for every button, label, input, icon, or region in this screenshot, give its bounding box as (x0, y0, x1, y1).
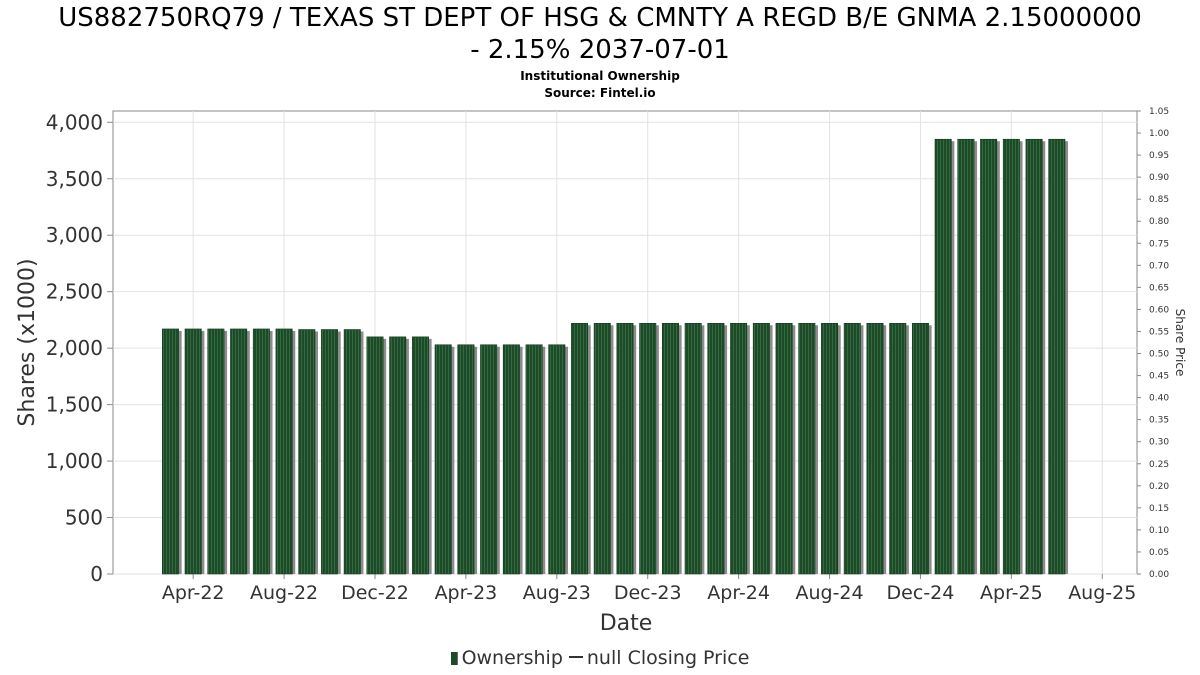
ownership-bar (434, 344, 452, 575)
ownership-bar (275, 328, 293, 575)
ownership-bar (571, 323, 589, 575)
ownership-bar (207, 328, 225, 575)
ownership-bar (843, 323, 861, 575)
y2-tick-label: 1.00 (1149, 129, 1169, 139)
y2-tick-label: 0.50 (1149, 350, 1169, 360)
y2-tick-label: 0.15 (1149, 504, 1169, 514)
y2-tick-label: 1.05 (1149, 107, 1169, 117)
y2-axis-label: Share Price (1173, 309, 1187, 377)
y2-tick-label: 0.00 (1149, 570, 1169, 580)
ownership-bar (343, 329, 361, 575)
ownership-bar (411, 336, 429, 575)
ownership-bar (525, 344, 543, 575)
ownership-bar (911, 323, 929, 575)
legend-closing-price-label: null Closing Price (586, 647, 750, 669)
ownership-bar (321, 329, 339, 575)
ownership-bar (775, 323, 793, 575)
y2-tick-label: 0.80 (1149, 217, 1169, 227)
ownership-bar (752, 323, 770, 575)
ownership-bar (1002, 138, 1020, 575)
chart-title: US882750RQ79 / TEXAS ST DEPT OF HSG & CM… (58, 3, 1142, 33)
ownership-bar (389, 336, 407, 575)
y2-tick-label: 0.20 (1149, 482, 1169, 492)
ownership-bar (684, 323, 702, 575)
ownership-bar (457, 344, 475, 575)
y2-tick-label: 0.60 (1149, 305, 1169, 315)
y-tick-label: 3,000 (46, 223, 103, 247)
y2-tick-label: 0.95 (1149, 151, 1169, 161)
ownership-bar (1048, 138, 1066, 575)
y2-tick-label: 0.05 (1149, 548, 1169, 558)
ownership-bar (821, 323, 839, 575)
ownership-bar (366, 336, 384, 575)
x-tick-label: Aug-22 (250, 582, 318, 604)
y2-tick-label: 0.70 (1149, 261, 1169, 271)
ownership-bar (798, 323, 816, 575)
legend-closing-price-line (568, 656, 583, 658)
chart-title-continued: - 2.15% 2037-07-01 (470, 35, 730, 65)
x-tick-label: Aug-25 (1068, 582, 1136, 604)
x-tick-label: Apr-22 (162, 582, 225, 604)
x-tick-label: Apr-23 (435, 582, 498, 604)
ownership-bar (593, 323, 611, 575)
x-tick-label: Dec-22 (341, 582, 409, 604)
ownership-bar (298, 329, 316, 575)
x-tick-label: Dec-23 (614, 582, 682, 604)
x-tick-label: Apr-24 (707, 582, 770, 604)
ownership-bar (252, 328, 270, 575)
ownership-bar (707, 323, 725, 575)
ownership-bar (889, 323, 907, 575)
y-tick-label: 1,500 (46, 393, 103, 417)
x-tick-label: Aug-23 (523, 582, 591, 604)
chart-source: Source: Fintel.io (544, 86, 656, 100)
y-tick-label: 1,000 (46, 449, 103, 473)
ownership-bar (548, 344, 566, 575)
chart-legend: Ownership null Closing Price (0, 647, 1200, 669)
ownership-bar (1025, 138, 1043, 575)
x-tick-label: Aug-24 (795, 582, 863, 604)
ownership-bar (934, 138, 952, 575)
y-tick-label: 4,000 (46, 110, 103, 134)
y2-tick-label: 0.30 (1149, 438, 1169, 448)
y2-tick-label: 0.10 (1149, 526, 1169, 536)
ownership-bar (184, 328, 202, 575)
y2-tick-label: 0.55 (1149, 327, 1169, 337)
y2-tick-label: 0.85 (1149, 195, 1169, 205)
legend-ownership-label: Ownership (461, 647, 563, 669)
y-tick-label: 0 (90, 562, 103, 586)
legend-ownership-swatch (450, 652, 458, 665)
ownership-bar (957, 138, 975, 575)
y-tick-label: 2,500 (46, 280, 103, 304)
y2-tick-label: 0.45 (1149, 372, 1169, 382)
ownership-bar (730, 323, 748, 575)
y2-tick-label: 0.25 (1149, 460, 1169, 470)
ownership-bar (866, 323, 884, 575)
x-tick-label: Apr-25 (980, 582, 1043, 604)
y2-tick-label: 0.35 (1149, 416, 1169, 426)
ownership-bar (480, 344, 498, 575)
ownership-bar (616, 323, 634, 575)
y2-tick-label: 0.65 (1149, 283, 1169, 293)
y2-tick-label: 0.75 (1149, 239, 1169, 249)
y-axis-label: Shares (x1000) (15, 258, 40, 426)
ownership-bar (639, 323, 657, 575)
y-tick-label: 3,500 (46, 167, 103, 191)
y2-tick-label: 0.40 (1149, 394, 1169, 404)
y-tick-label: 2,000 (46, 336, 103, 360)
ownership-bar (661, 323, 679, 575)
ownership-bar (980, 138, 998, 575)
ownership-bar (161, 328, 179, 575)
x-tick-label: Dec-24 (887, 582, 955, 604)
ownership-bar (230, 328, 248, 575)
chart-subtitle: Institutional Ownership (520, 69, 680, 83)
y-tick-label: 500 (65, 506, 103, 530)
x-axis-label: Date (600, 611, 653, 636)
ownership-bar (502, 344, 520, 575)
y2-tick-label: 0.90 (1149, 173, 1169, 183)
